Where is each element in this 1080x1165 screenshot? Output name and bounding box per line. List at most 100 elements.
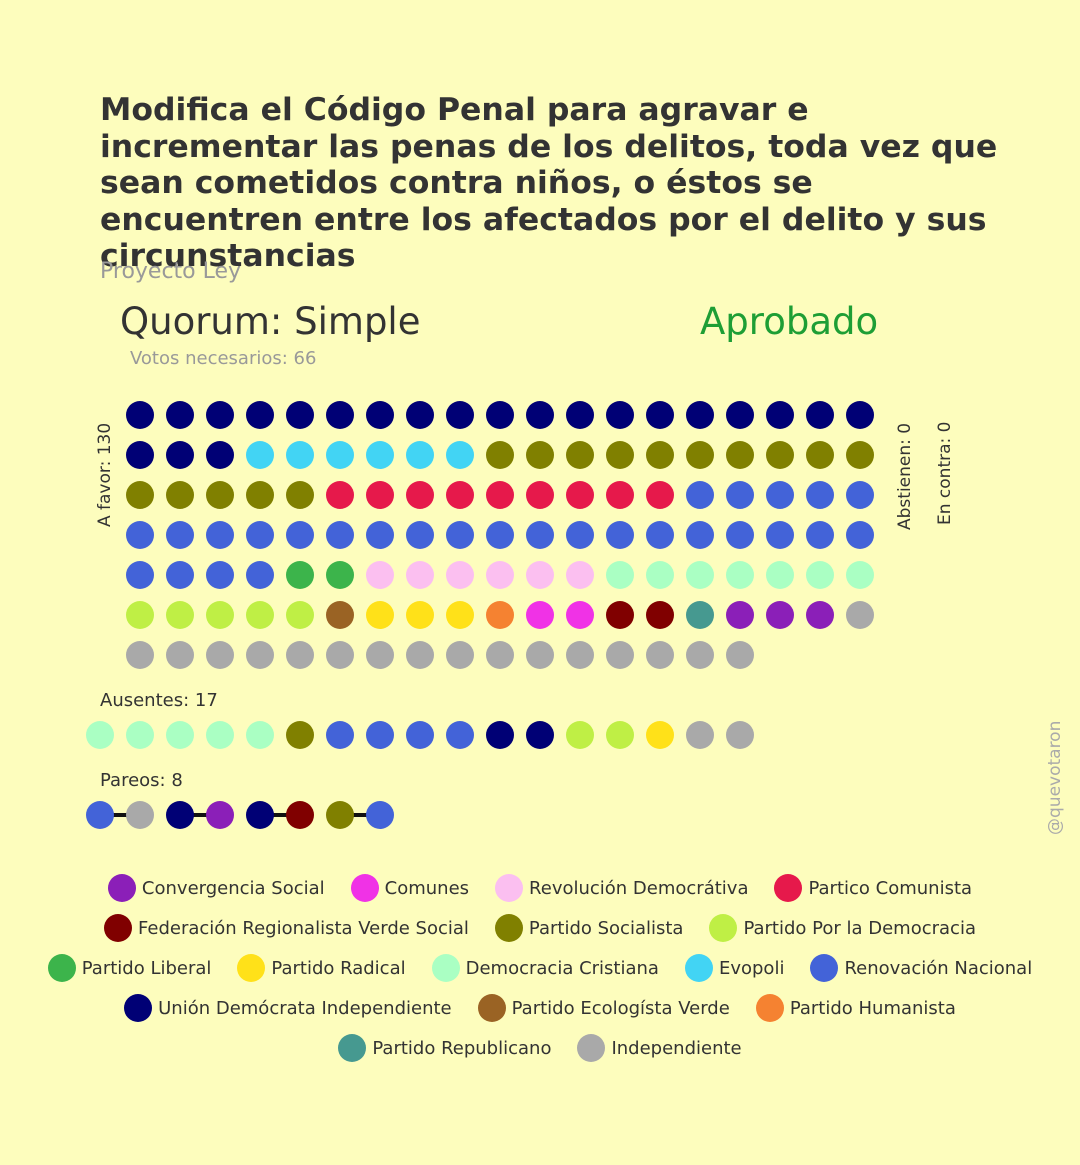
- legend-item: Partido Radical: [237, 954, 406, 982]
- seat-a-favor: [166, 401, 194, 429]
- seat-a-favor: [326, 521, 354, 549]
- seat-a-favor: [366, 481, 394, 509]
- seat-a-favor: [686, 441, 714, 469]
- seat-a-favor: [286, 521, 314, 549]
- seat-a-favor: [366, 601, 394, 629]
- legend-swatch: [755, 994, 784, 1022]
- seat-a-favor: [766, 481, 794, 509]
- seat-a-favor: [166, 481, 194, 509]
- seat-ausente: [566, 721, 594, 749]
- seat-a-favor: [686, 561, 714, 589]
- legend-swatch: [709, 914, 738, 942]
- seat-a-favor: [806, 561, 834, 589]
- seat-a-favor: [646, 441, 674, 469]
- seat-a-favor: [166, 561, 194, 589]
- seat-a-favor: [606, 481, 634, 509]
- seat-a-favor: [726, 641, 754, 669]
- seat-a-favor: [286, 561, 314, 589]
- seat-pareo: [86, 801, 114, 829]
- seat-a-favor: [246, 481, 274, 509]
- seat-a-favor: [286, 401, 314, 429]
- seat-a-favor: [446, 481, 474, 509]
- legend-label: Partico Comunista: [808, 877, 973, 899]
- seat-a-favor: [366, 401, 394, 429]
- seat-ausente: [446, 721, 474, 749]
- seat-a-favor: [766, 601, 794, 629]
- seat-a-favor: [486, 441, 514, 469]
- seat-a-favor: [446, 441, 474, 469]
- seat-a-favor: [646, 401, 674, 429]
- seat-ausente: [406, 721, 434, 749]
- seat-a-favor: [486, 641, 514, 669]
- seat-a-favor: [246, 521, 274, 549]
- seat-pareo: [286, 801, 314, 829]
- seat-a-favor: [246, 641, 274, 669]
- seat-a-favor: [566, 601, 594, 629]
- seat-a-favor: [126, 641, 154, 669]
- legend-item: Partido Humanista: [755, 994, 956, 1022]
- seat-a-favor: [366, 521, 394, 549]
- seat-a-favor: [566, 561, 594, 589]
- seat-a-favor: [206, 641, 234, 669]
- seat-a-favor: [326, 641, 354, 669]
- seat-a-favor: [286, 441, 314, 469]
- seat-a-favor: [326, 481, 354, 509]
- seat-a-favor: [846, 481, 874, 509]
- seat-a-favor: [646, 521, 674, 549]
- ausentes-label: Ausentes: 17: [100, 690, 218, 711]
- seat-ausente: [286, 721, 314, 749]
- legend-swatch: [47, 954, 76, 982]
- legend-item: Partido Ecologísta Verde: [477, 994, 730, 1022]
- legend-item: Partico Comunista: [774, 874, 972, 902]
- legend-item: Unión Demócrata Independiente: [124, 994, 452, 1022]
- seat-a-favor: [766, 441, 794, 469]
- legend-label: Partido Por la Democracia: [743, 917, 976, 939]
- chart-title: Modifica el Código Penal para agravar e …: [100, 92, 998, 274]
- seat-a-favor: [606, 401, 634, 429]
- seat-a-favor: [526, 561, 554, 589]
- seat-a-favor: [846, 561, 874, 589]
- seat-a-favor: [126, 441, 154, 469]
- legend-item: Partido Liberal: [47, 954, 211, 982]
- seat-a-favor: [486, 401, 514, 429]
- legend-item: Revolución Democrátiva: [495, 874, 748, 902]
- legend-label: Partido Ecologísta Verde: [511, 997, 730, 1019]
- seat-ausente: [206, 721, 234, 749]
- legend-item: Comunes: [350, 874, 470, 902]
- seat-chart: [86, 401, 874, 829]
- legend-swatch: [237, 954, 266, 982]
- seat-a-favor: [326, 401, 354, 429]
- seat-a-favor: [726, 401, 754, 429]
- seat-a-favor: [686, 601, 714, 629]
- seat-a-favor: [406, 641, 434, 669]
- legend-item: Evopoli: [684, 954, 784, 982]
- seat-a-favor: [606, 641, 634, 669]
- seat-a-favor: [726, 561, 754, 589]
- seat-a-favor: [526, 481, 554, 509]
- seat-a-favor: [806, 401, 834, 429]
- seat-a-favor: [206, 481, 234, 509]
- seat-a-favor: [526, 521, 554, 549]
- seat-ausente: [646, 721, 674, 749]
- seat-a-favor: [726, 601, 754, 629]
- legend-label: Comunes: [384, 877, 470, 899]
- seat-a-favor: [646, 561, 674, 589]
- seat-a-favor: [606, 601, 634, 629]
- legend-item: Partido Por la Democracia: [709, 914, 976, 942]
- legend-item: Federación Regionalista Verde Social: [104, 914, 469, 942]
- legend-label: Federación Regionalista Verde Social: [138, 917, 469, 939]
- legend-label: Convergencia Social: [141, 877, 325, 899]
- seat-a-favor: [206, 401, 234, 429]
- seat-a-favor: [486, 481, 514, 509]
- seat-a-favor: [686, 641, 714, 669]
- seat-a-favor: [686, 521, 714, 549]
- seat-a-favor: [126, 601, 154, 629]
- author-handle: @quevotaron: [1045, 720, 1065, 835]
- legend-swatch: [477, 994, 506, 1022]
- seat-a-favor: [406, 561, 434, 589]
- seat-a-favor: [846, 521, 874, 549]
- seat-a-favor: [766, 561, 794, 589]
- seat-a-favor: [406, 441, 434, 469]
- seat-ausente: [366, 721, 394, 749]
- seat-a-favor: [846, 401, 874, 429]
